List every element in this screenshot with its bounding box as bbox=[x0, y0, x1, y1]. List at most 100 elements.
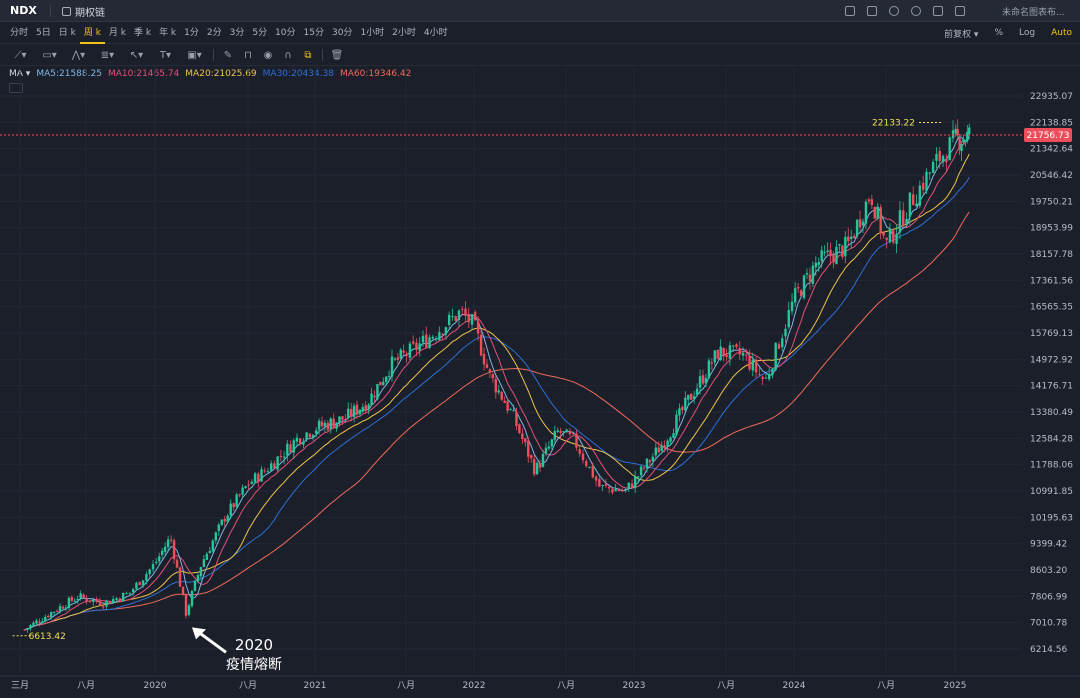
fib-tool-icon[interactable]: ≣▾ bbox=[100, 49, 115, 61]
period-tab[interactable]: 5分 bbox=[252, 28, 268, 38]
period-tab[interactable]: 10分 bbox=[275, 28, 296, 38]
options-chain-button[interactable]: 期权链 bbox=[62, 4, 105, 19]
period-tab[interactable]: 5日 bbox=[36, 28, 51, 38]
period-tab[interactable]: 年 k bbox=[159, 28, 177, 38]
period-tab[interactable]: 3分 bbox=[229, 28, 245, 38]
percent-toggle[interactable]: % bbox=[994, 28, 1004, 38]
candle-body bbox=[367, 404, 370, 410]
candle-body bbox=[657, 447, 660, 453]
grid-icon[interactable] bbox=[952, 4, 967, 18]
period-tab[interactable]: 1分 bbox=[184, 28, 199, 38]
y-tick-label: 10991.85 bbox=[1030, 487, 1073, 497]
candle-body bbox=[196, 575, 200, 582]
price-chart[interactable]: 22935.07 22138.85 21342.64 20546.42 19750.21… bbox=[0, 66, 1080, 698]
period-tab[interactable]: 分时 bbox=[10, 28, 29, 38]
candle-body bbox=[915, 203, 918, 207]
arrow-tool-icon[interactable]: ↖▾ bbox=[129, 49, 144, 61]
toolbar-divider bbox=[213, 49, 214, 61]
candle-body bbox=[320, 421, 324, 427]
period-tab[interactable]: 季 k bbox=[133, 28, 152, 38]
candle-body bbox=[787, 309, 790, 328]
covid-crash-annotation: 2020 疫情熔断 bbox=[226, 636, 282, 674]
trash-icon[interactable]: 🗑 bbox=[330, 49, 344, 61]
ma5-line bbox=[24, 135, 970, 631]
candle-body bbox=[473, 312, 477, 321]
candle-body bbox=[148, 569, 151, 575]
candle-body bbox=[873, 206, 876, 219]
candle-body bbox=[945, 158, 948, 163]
candle-body bbox=[260, 469, 263, 482]
candle-body bbox=[166, 539, 170, 548]
layout-name[interactable]: 未命名图表布... bbox=[1002, 8, 1065, 18]
candle-body bbox=[861, 221, 865, 226]
pattern-tool-icon[interactable]: ⋀▾ bbox=[71, 49, 86, 61]
symbol-label[interactable]: NDX bbox=[10, 4, 37, 17]
candle-body bbox=[302, 441, 305, 445]
settings-icon[interactable] bbox=[908, 4, 923, 18]
candle-body bbox=[451, 316, 454, 318]
period-tab[interactable]: 4小时 bbox=[423, 28, 448, 38]
candle-body bbox=[428, 337, 431, 348]
candle-body bbox=[672, 433, 675, 438]
label-tool-icon[interactable]: ▣▾ bbox=[187, 49, 202, 61]
candle-body bbox=[402, 350, 405, 353]
chart-type-icon[interactable] bbox=[842, 4, 857, 18]
candle-body bbox=[44, 616, 47, 622]
period-tab[interactable]: 30分 bbox=[331, 28, 353, 38]
x-tick-label: 八月 bbox=[77, 680, 95, 691]
candle-body bbox=[476, 321, 480, 334]
lock-icon[interactable]: ⊓ bbox=[244, 49, 252, 61]
candle-body bbox=[591, 465, 595, 478]
candle-body bbox=[349, 409, 353, 417]
period-tab[interactable]: 日 k bbox=[58, 28, 76, 38]
drawing-toolbar: ⟋▾ ▭▾ ⋀▾ ≣▾ ↖▾ T▾ ▣▾ ✎ ⊓ ◉ ∩ ⧉ 🗑 bbox=[0, 44, 1080, 66]
y-tick-label: 20546.42 bbox=[1030, 171, 1073, 181]
period-tab[interactable]: 月 k bbox=[108, 28, 126, 38]
candle-body bbox=[187, 605, 191, 615]
candle-body bbox=[701, 375, 705, 384]
candle-body bbox=[95, 599, 98, 602]
y-tick-label: 14176.71 bbox=[1030, 382, 1073, 392]
candle-body bbox=[67, 597, 71, 609]
log-toggle[interactable]: Log bbox=[1019, 28, 1036, 38]
auto-toggle[interactable]: Auto bbox=[1051, 28, 1072, 38]
candle-body bbox=[454, 316, 457, 321]
line-tool-icon[interactable]: ⟋▾ bbox=[14, 49, 27, 61]
candle-body bbox=[115, 598, 118, 601]
rectangle-tool-icon[interactable]: ▭▾ bbox=[42, 49, 57, 61]
period-tab[interactable]: 15分 bbox=[303, 28, 324, 38]
text-tool-icon[interactable]: T▾ bbox=[159, 49, 172, 61]
brush-icon[interactable]: ✎ bbox=[223, 49, 233, 61]
layout-icon[interactable] bbox=[930, 4, 945, 18]
adjust-select[interactable]: 前复权 ▾ bbox=[944, 29, 979, 40]
period-tab[interactable]: 1小时 bbox=[360, 28, 385, 38]
magnet-icon[interactable]: ∩ bbox=[284, 49, 292, 61]
x-tick-label: 2022 bbox=[463, 681, 486, 691]
search-icon[interactable] bbox=[886, 4, 901, 18]
candle-body bbox=[624, 488, 627, 490]
y-tick-label: 10195.63 bbox=[1030, 513, 1073, 523]
x-tick-label: 八月 bbox=[557, 680, 575, 691]
candle-body bbox=[202, 559, 206, 567]
candle-body bbox=[172, 540, 176, 560]
period-tab[interactable]: 周 k bbox=[79, 22, 105, 44]
candle-body bbox=[751, 359, 755, 371]
candle-body bbox=[461, 308, 464, 310]
candle-body bbox=[457, 310, 461, 320]
candle-body bbox=[145, 574, 148, 581]
candle-body bbox=[500, 391, 503, 400]
collapse-legend-icon[interactable] bbox=[9, 83, 23, 93]
candle-body bbox=[738, 348, 741, 355]
candle-body bbox=[793, 288, 797, 303]
period-tab[interactable]: 2小时 bbox=[392, 28, 416, 38]
eye-icon[interactable]: ◉ bbox=[263, 49, 273, 61]
candle-body bbox=[796, 286, 800, 289]
candle-body bbox=[181, 586, 185, 595]
link-icon[interactable]: ⧉ bbox=[304, 49, 312, 61]
candle-body bbox=[263, 470, 266, 472]
candle-body bbox=[118, 598, 122, 601]
candle-body bbox=[92, 599, 95, 603]
period-tab[interactable]: 2分 bbox=[206, 28, 222, 38]
candle-body bbox=[741, 352, 745, 356]
drawing-icon[interactable] bbox=[864, 4, 879, 18]
